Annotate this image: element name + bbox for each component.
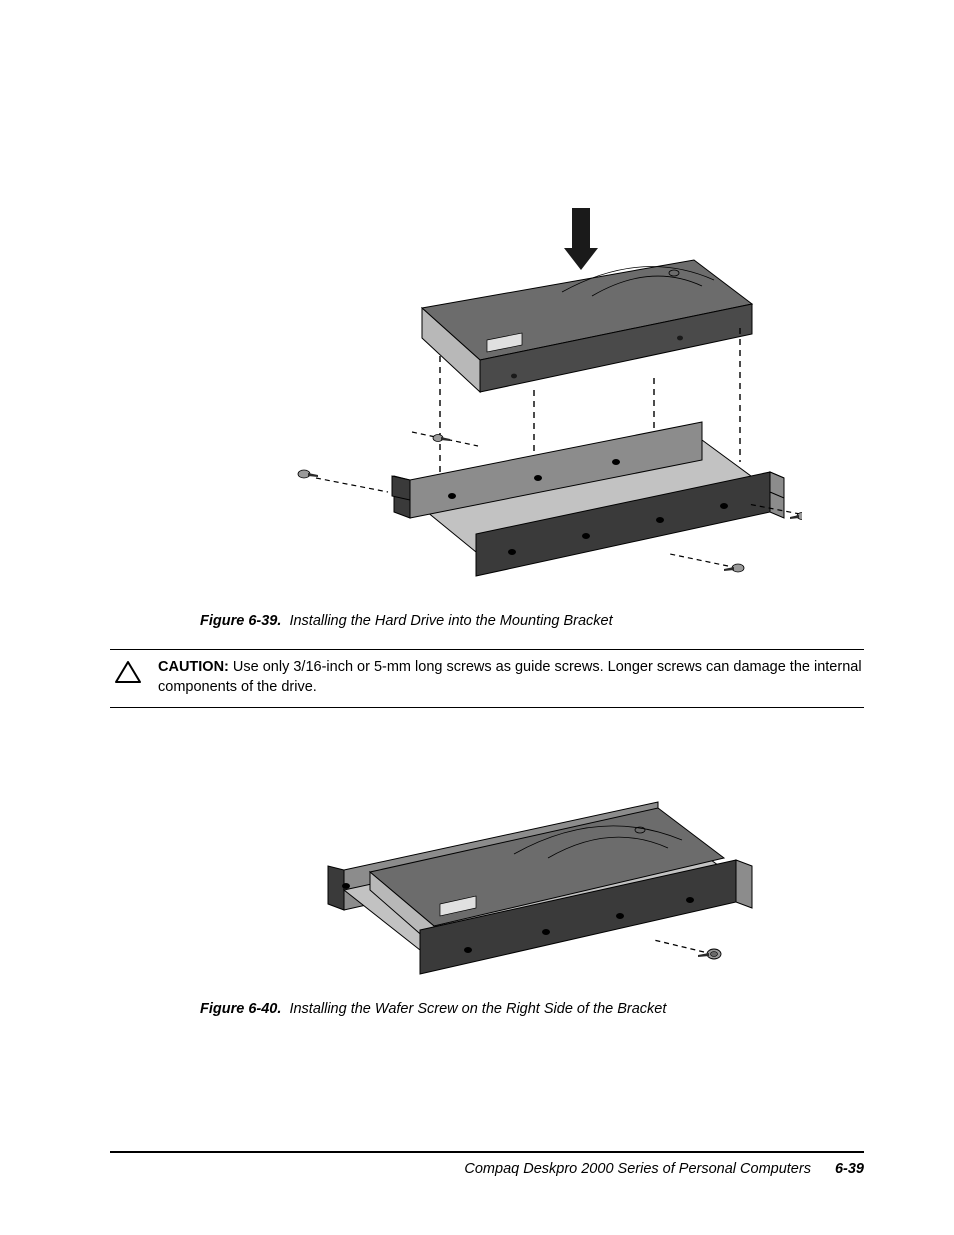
caution-label: CAUTION: bbox=[158, 659, 229, 675]
figure-39-label: Figure 6-39. bbox=[200, 613, 281, 629]
wafer-screw-icon bbox=[698, 949, 721, 959]
figure-40-label: Figure 6-40. bbox=[200, 1001, 281, 1017]
caution-body: Use only 3/16-inch or 5-mm long screws a… bbox=[158, 659, 862, 695]
drive-assembly bbox=[422, 260, 752, 392]
page-footer: Compaq Deskpro 2000 Series of Personal C… bbox=[110, 1151, 864, 1177]
page-number: 6-39 bbox=[835, 1161, 864, 1177]
bracket-assembly bbox=[392, 422, 784, 576]
footer-title: Compaq Deskpro 2000 Series of Personal C… bbox=[464, 1161, 811, 1177]
down-arrow-icon bbox=[564, 208, 598, 270]
manual-page: Figure 6-39. Installing the Hard Drive i… bbox=[0, 0, 954, 1235]
figure-39-caption: Figure 6-39. Installing the Hard Drive i… bbox=[200, 613, 864, 629]
figure-39-illustration bbox=[262, 200, 802, 605]
figure-39-caption-text: Installing the Hard Drive into the Mount… bbox=[289, 613, 612, 629]
caution-triangle-icon bbox=[114, 660, 142, 689]
figure-40-caption-text: Installing the Wafer Screw on the Right … bbox=[289, 1001, 666, 1017]
figure-40-block: Figure 6-40. Installing the Wafer Screw … bbox=[110, 778, 864, 1017]
caution-box: CAUTION: Use only 3/16-inch or 5-mm long… bbox=[110, 649, 864, 708]
figure-40-caption: Figure 6-40. Installing the Wafer Screw … bbox=[200, 1001, 864, 1017]
caution-text: CAUTION: Use only 3/16-inch or 5-mm long… bbox=[158, 658, 864, 697]
figure-40-illustration bbox=[262, 778, 802, 993]
figure-39-block: Figure 6-39. Installing the Hard Drive i… bbox=[110, 200, 864, 629]
